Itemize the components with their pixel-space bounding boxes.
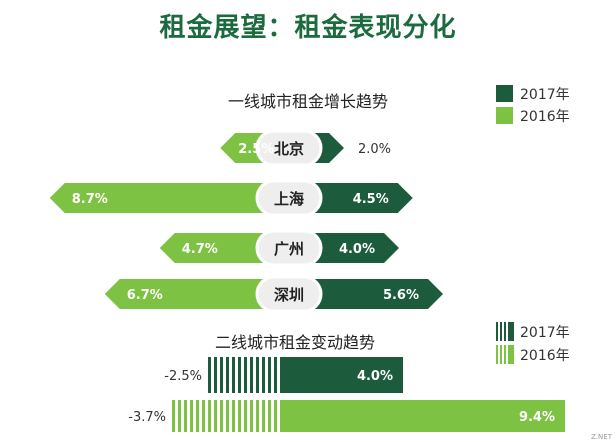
city-label: 广州 — [274, 240, 304, 258]
city-pill — [255, 229, 323, 267]
tier2-rent-change-chart: 二线城市租金变动趋势 2017年 2016年 -2.5% 4.0% -3.7% 9.4% — [128, 322, 570, 432]
value-label-negative: -2.5% — [164, 369, 202, 384]
legend-swatch-2016-striped — [496, 345, 514, 364]
bar-2016 — [49, 183, 289, 213]
tier2-legend: 2017年 2016年 — [496, 322, 570, 364]
value-label-2016: 6.7% — [127, 288, 163, 303]
bar-2017 — [289, 279, 443, 309]
bar-2016 — [104, 279, 289, 309]
legend-label-2016-tier2: 2016年 — [520, 348, 570, 364]
city-pill — [255, 179, 323, 217]
value-label-2017: 2.0% — [358, 142, 391, 157]
city-label: 北京 — [274, 140, 304, 158]
value-label-negative: -3.7% — [128, 410, 166, 425]
legend-label-2017: 2017年 — [520, 87, 570, 103]
value-label-2016: 4.7% — [182, 242, 218, 257]
bar-2016 — [159, 233, 289, 263]
value-label-positive: 4.0% — [357, 369, 393, 384]
watermark-text: Z.NET — [591, 433, 613, 441]
value-label-2017: 4.0% — [339, 242, 375, 257]
tier1-row-3: 深圳 6.7% 5.6% — [104, 275, 443, 313]
legend-label-2016: 2016年 — [520, 109, 570, 125]
value-label-positive: 9.4% — [519, 410, 555, 425]
bar-negative-2017年 — [208, 357, 283, 393]
city-pill — [255, 275, 323, 313]
value-label-2017: 4.5% — [353, 192, 389, 207]
tier1-subtitle: 一线城市租金增长趋势 — [228, 92, 388, 111]
tier1-row-0: 北京2.5% 2.0% — [220, 129, 391, 167]
bar-positive-2017年 — [283, 357, 403, 393]
bar-negative-2016年 — [172, 400, 283, 432]
tier1-legend: 2017年 2016年 — [496, 85, 570, 125]
legend-swatch-2017 — [496, 85, 513, 102]
tier1-row-1: 上海 8.7% 4.5% — [49, 179, 413, 217]
legend-swatch-2017-striped — [496, 322, 514, 341]
city-label: 上海 — [274, 190, 304, 208]
tier2-subtitle: 二线城市租金变动趋势 — [215, 333, 375, 352]
legend-swatch-2016 — [496, 107, 513, 124]
value-label-2017: 5.6% — [383, 288, 419, 303]
value-label-2016: 8.7% — [72, 192, 108, 207]
value-label-2016: 2.5% — [238, 142, 274, 157]
tier2-row-1: -3.7% 9.4% — [128, 400, 565, 432]
legend-label-2017-tier2: 2017年 — [520, 325, 570, 341]
chart-title: 租金展望：租金表现分化 — [159, 12, 456, 43]
city-pill — [255, 129, 323, 167]
bar-positive-2016年 — [283, 400, 565, 432]
city-label: 深圳 — [274, 286, 304, 304]
tier2-row-0: -2.5% 4.0% — [164, 357, 403, 393]
tier1-row-2: 广州 4.7% 4.0% — [159, 229, 399, 267]
